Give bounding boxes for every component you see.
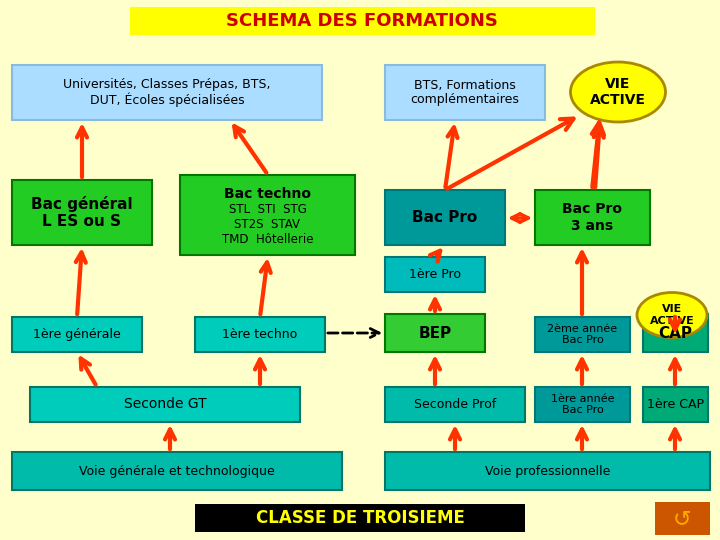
FancyBboxPatch shape: [180, 175, 355, 255]
FancyBboxPatch shape: [30, 387, 300, 422]
Text: 1ère Pro: 1ère Pro: [409, 268, 461, 281]
Text: 1ère techno: 1ère techno: [222, 328, 297, 341]
FancyBboxPatch shape: [385, 190, 505, 245]
Text: ↺: ↺: [672, 509, 691, 529]
Text: STL  STI  STG
ST2S  STAV
TMD  Hôtellerie: STL STI STG ST2S STAV TMD Hôtellerie: [222, 203, 313, 246]
Text: Bac Pro: Bac Pro: [413, 210, 477, 225]
FancyBboxPatch shape: [535, 317, 630, 352]
Text: CLASSE DE TROISIEME: CLASSE DE TROISIEME: [256, 509, 464, 527]
Ellipse shape: [570, 62, 665, 122]
FancyBboxPatch shape: [12, 452, 342, 490]
FancyBboxPatch shape: [195, 317, 325, 352]
FancyBboxPatch shape: [385, 257, 485, 292]
Text: Bac techno: Bac techno: [224, 187, 311, 201]
Text: VIE
ACTIVE: VIE ACTIVE: [590, 77, 646, 107]
Text: Seconde Prof: Seconde Prof: [414, 398, 496, 411]
FancyBboxPatch shape: [655, 502, 710, 535]
Text: Seconde GT: Seconde GT: [124, 397, 207, 411]
FancyBboxPatch shape: [535, 190, 650, 245]
Text: 2ème année
Bac Pro: 2ème année Bac Pro: [547, 323, 618, 345]
Text: Voie professionnelle: Voie professionnelle: [485, 464, 610, 477]
FancyBboxPatch shape: [385, 314, 485, 352]
Text: BEP: BEP: [418, 326, 451, 341]
Text: 1ère générale: 1ère générale: [33, 328, 121, 341]
FancyBboxPatch shape: [12, 180, 152, 245]
Text: SCHEMA DES FORMATIONS: SCHEMA DES FORMATIONS: [226, 12, 498, 30]
FancyBboxPatch shape: [643, 387, 708, 422]
Text: Universités, Classes Prépas, BTS,
DUT, Écoles spécialisées: Universités, Classes Prépas, BTS, DUT, É…: [63, 78, 271, 107]
FancyBboxPatch shape: [12, 65, 322, 120]
Text: Voie générale et technologique: Voie générale et technologique: [79, 464, 275, 477]
Text: Bac général
L ES ou S: Bac général L ES ou S: [31, 196, 132, 229]
FancyBboxPatch shape: [643, 314, 708, 352]
FancyBboxPatch shape: [195, 504, 525, 532]
Text: VIE
ACTIVE: VIE ACTIVE: [649, 304, 694, 326]
FancyBboxPatch shape: [385, 65, 545, 120]
Text: BTS, Formations
complémentaires: BTS, Formations complémentaires: [410, 78, 519, 106]
Ellipse shape: [637, 293, 707, 338]
Text: CAP: CAP: [659, 326, 693, 341]
Text: 1ère CAP: 1ère CAP: [647, 398, 704, 411]
Text: Bac Pro
3 ans: Bac Pro 3 ans: [562, 202, 623, 233]
Text: 1ère année
Bac Pro: 1ère année Bac Pro: [551, 394, 614, 415]
FancyBboxPatch shape: [385, 387, 525, 422]
FancyBboxPatch shape: [535, 387, 630, 422]
FancyBboxPatch shape: [385, 452, 710, 490]
FancyBboxPatch shape: [12, 317, 142, 352]
FancyBboxPatch shape: [130, 7, 595, 35]
